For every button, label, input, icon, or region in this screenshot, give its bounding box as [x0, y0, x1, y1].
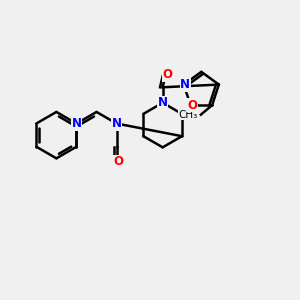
Text: N: N [112, 117, 122, 130]
Text: N: N [158, 96, 168, 109]
Text: N: N [71, 117, 82, 130]
Text: O: O [163, 68, 173, 81]
Text: CH₃: CH₃ [178, 110, 197, 120]
Text: O: O [187, 99, 197, 112]
Text: N: N [180, 78, 190, 91]
Text: O: O [113, 155, 123, 168]
